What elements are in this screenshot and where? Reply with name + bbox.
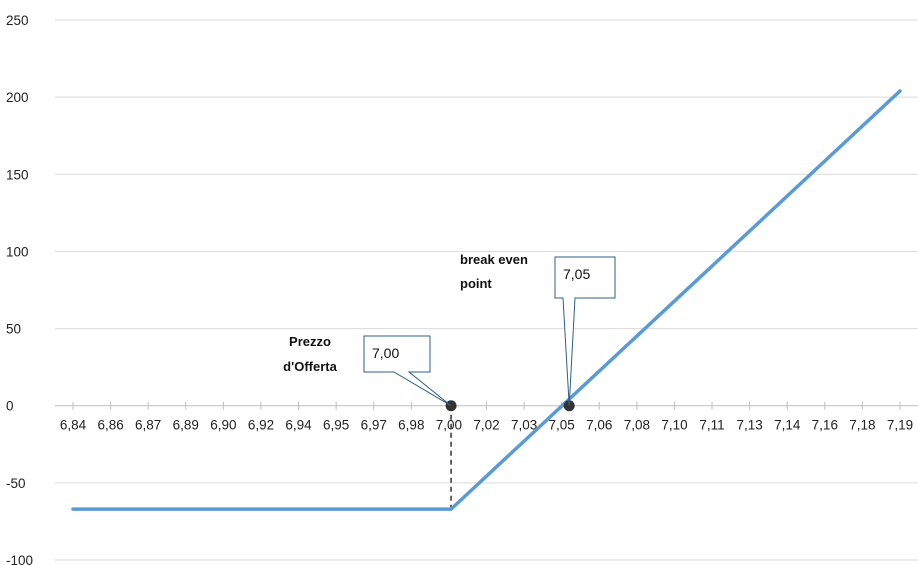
y-tick-label: -100: [6, 553, 33, 565]
x-tick-label: 7,13: [736, 418, 762, 433]
annotation-label-line: d'Offerta: [283, 359, 337, 374]
y-tick-label: 250: [6, 13, 29, 28]
series: [71, 89, 902, 511]
x-tick-label: 6,95: [323, 418, 349, 433]
x-tick-label: 7,00: [436, 418, 462, 433]
y-tick-label: 150: [6, 167, 29, 182]
y-tick-label: 50: [6, 322, 21, 337]
x-tick-label: 6,98: [398, 418, 424, 433]
x-tick-label: 7,08: [624, 418, 650, 433]
x-tick-label: 6,97: [361, 418, 387, 433]
gridlines: [55, 19, 918, 561]
x-tick-label: 6,92: [248, 418, 274, 433]
y-tick-label: 0: [6, 399, 14, 414]
x-axis: 6,84 6,86 6,87 6,89 6,90 6,92 6,94 6,95 6,97 6,98…: [55, 401, 918, 433]
x-tick-label: 6,94: [285, 418, 312, 433]
x-tick-label: 7,03: [511, 418, 537, 433]
x-tick-label: 6,84: [60, 418, 87, 433]
y-tick-label: 100: [6, 244, 29, 259]
x-tick-label: 6,87: [135, 418, 161, 433]
series-line: [71, 89, 902, 511]
x-tick-label: 7,16: [812, 418, 838, 433]
x-tick-label: 6,90: [210, 418, 236, 433]
annotations: 7,00 Prezzo d'Offerta 7,05 break even point: [283, 252, 616, 407]
x-tick-label: 7,19: [887, 418, 913, 433]
callout-value: 7,00: [372, 345, 399, 361]
annotation-label-line: break even: [460, 252, 528, 267]
y-tick-label: -50: [6, 476, 26, 491]
x-tick-label: 7,05: [549, 418, 575, 433]
x-tick-label: 7,10: [661, 418, 687, 433]
x-tick-label: 6,86: [97, 418, 123, 433]
y-axis: 250 200 150 100 50 0 -50 -100: [6, 13, 33, 565]
x-tick-label: 7,02: [473, 418, 499, 433]
callout-value: 7,05: [563, 266, 590, 282]
x-tick-label: 7,14: [774, 418, 801, 433]
annotation-label-line: point: [460, 276, 492, 291]
y-tick-label: 200: [6, 90, 29, 105]
x-tick-label: 7,18: [849, 418, 875, 433]
x-tick-label: 7,06: [586, 418, 612, 433]
x-tick-label: 7,11: [699, 418, 724, 433]
callout-box: [554, 256, 616, 406]
callout-box: [363, 335, 452, 407]
x-tick-label: 6,89: [173, 418, 199, 433]
annotation-label-line: Prezzo: [289, 334, 331, 349]
